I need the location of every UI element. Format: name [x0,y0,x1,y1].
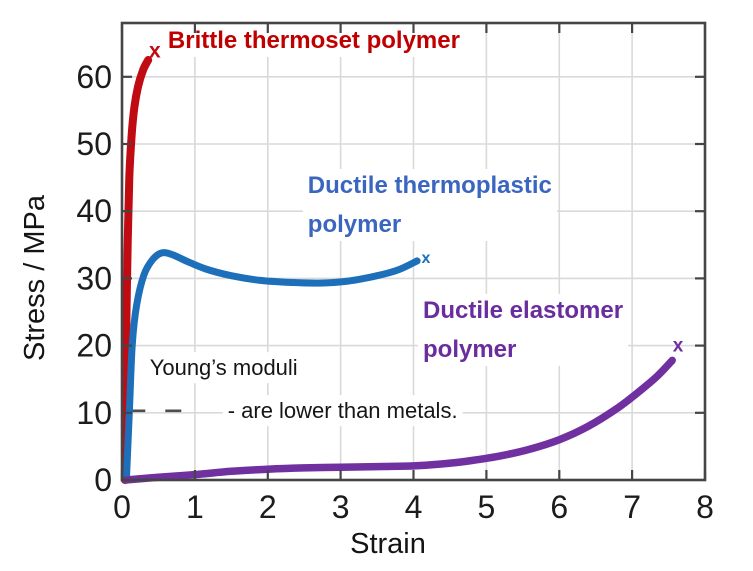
annotation-lower-than-metals-background [222,395,463,427]
curve-ductile-elastomer-polymer [121,356,676,484]
grid-lines [122,23,705,480]
curves [120,56,676,484]
series-label-brittle-thermoset-polymer: Brittle thermoset polymer [162,23,465,57]
x-tick-label: 8 [696,489,714,525]
x-tick-label: 3 [332,489,350,525]
y-tick-label: 30 [76,260,112,296]
x-marker-brittle-thermoset-polymer: x [149,40,161,63]
annotation-lower-than-metals: - are lower than metals. [222,395,463,427]
annotation-youngs-moduli-background [144,352,303,384]
series-label-brittle-thermoset-polymer-background [162,23,465,57]
x-marker-ductile-thermoplastic-polymer: x [421,250,430,267]
x-marker-ductile-elastomer-polymer: x [673,335,684,356]
x-axis-title: Strain [350,528,426,560]
series-label-ductile-thermoplastic-polymer-text: polymer [308,211,401,238]
series-label-ductile-elastomer-polymer-text: Ductile elastomer [423,297,623,324]
x-tick-label: 7 [623,489,641,525]
axis-box [120,21,707,482]
end-markers: x x x [149,40,684,357]
x-tick-label: 4 [405,489,423,525]
y-tick-label: 20 [76,328,112,364]
curve-brittle-thermoset-polymer [120,56,153,484]
x-tick-label: 2 [259,489,277,525]
series-label-ductile-thermoplastic-polymer: Ductile thermoplastic polymer [302,169,557,241]
series-label-ductile-elastomer-polymer-text: polymer [423,336,516,363]
y-tick-label: 0 [94,462,112,498]
tick-labels: 0 1 2 3 4 5 6 7 8 0 10 20 30 40 50 60 [76,59,713,525]
annotation-youngs-moduli-text: Young’s moduli [150,355,298,380]
annotation-lower-than-metals-text: - are lower than metals. [228,398,458,423]
x-tick-label: 1 [186,489,204,525]
x-tick-label: 6 [550,489,568,525]
x-tick-label: 5 [478,489,496,525]
annotation-youngs-moduli: Young’s moduli [144,352,303,384]
series-label-brittle-thermoset-polymer-text: Brittle thermoset polymer [168,27,460,54]
y-tick-label: 60 [76,59,112,95]
x-tick-label: 0 [113,489,131,525]
y-tick-label: 50 [76,126,112,162]
y-tick-label: 40 [76,193,112,229]
series-label-ductile-elastomer-polymer: Ductile elastomer polymer [418,294,629,366]
y-tick-label: 10 [76,395,112,431]
curve-ductile-thermoplastic-polymer [122,249,421,484]
series-label-ductile-thermoplastic-polymer-text: Ductile thermoplastic [308,172,552,199]
series-label-ductile-elastomer-polymer-background [418,294,629,366]
y-axis-title: Stress / MPa [19,194,51,361]
series-label-ductile-thermoplastic-polymer-background [302,169,557,241]
